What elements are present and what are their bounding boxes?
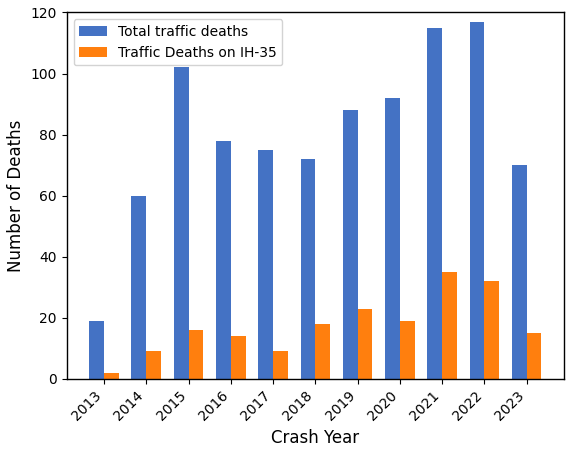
Bar xyxy=(442,272,457,379)
Bar xyxy=(400,321,415,379)
Bar xyxy=(526,333,541,379)
Bar xyxy=(300,159,315,379)
Bar xyxy=(146,351,161,379)
Bar xyxy=(188,330,203,379)
Bar xyxy=(484,281,499,379)
Bar xyxy=(131,196,146,379)
Bar xyxy=(512,165,526,379)
Bar xyxy=(385,98,400,379)
Bar xyxy=(104,373,119,379)
Bar xyxy=(174,68,188,379)
Legend: Total traffic deaths, Traffic Deaths on IH-35: Total traffic deaths, Traffic Deaths on … xyxy=(74,20,282,65)
Bar xyxy=(343,110,357,379)
Bar xyxy=(469,22,484,379)
Bar xyxy=(273,351,288,379)
Bar xyxy=(216,141,231,379)
X-axis label: Crash Year: Crash Year xyxy=(271,429,359,447)
Bar xyxy=(315,324,330,379)
Bar xyxy=(427,28,442,379)
Bar xyxy=(231,336,246,379)
Bar xyxy=(258,150,273,379)
Y-axis label: Number of Deaths: Number of Deaths xyxy=(7,119,25,272)
Bar xyxy=(357,309,372,379)
Bar xyxy=(89,321,104,379)
